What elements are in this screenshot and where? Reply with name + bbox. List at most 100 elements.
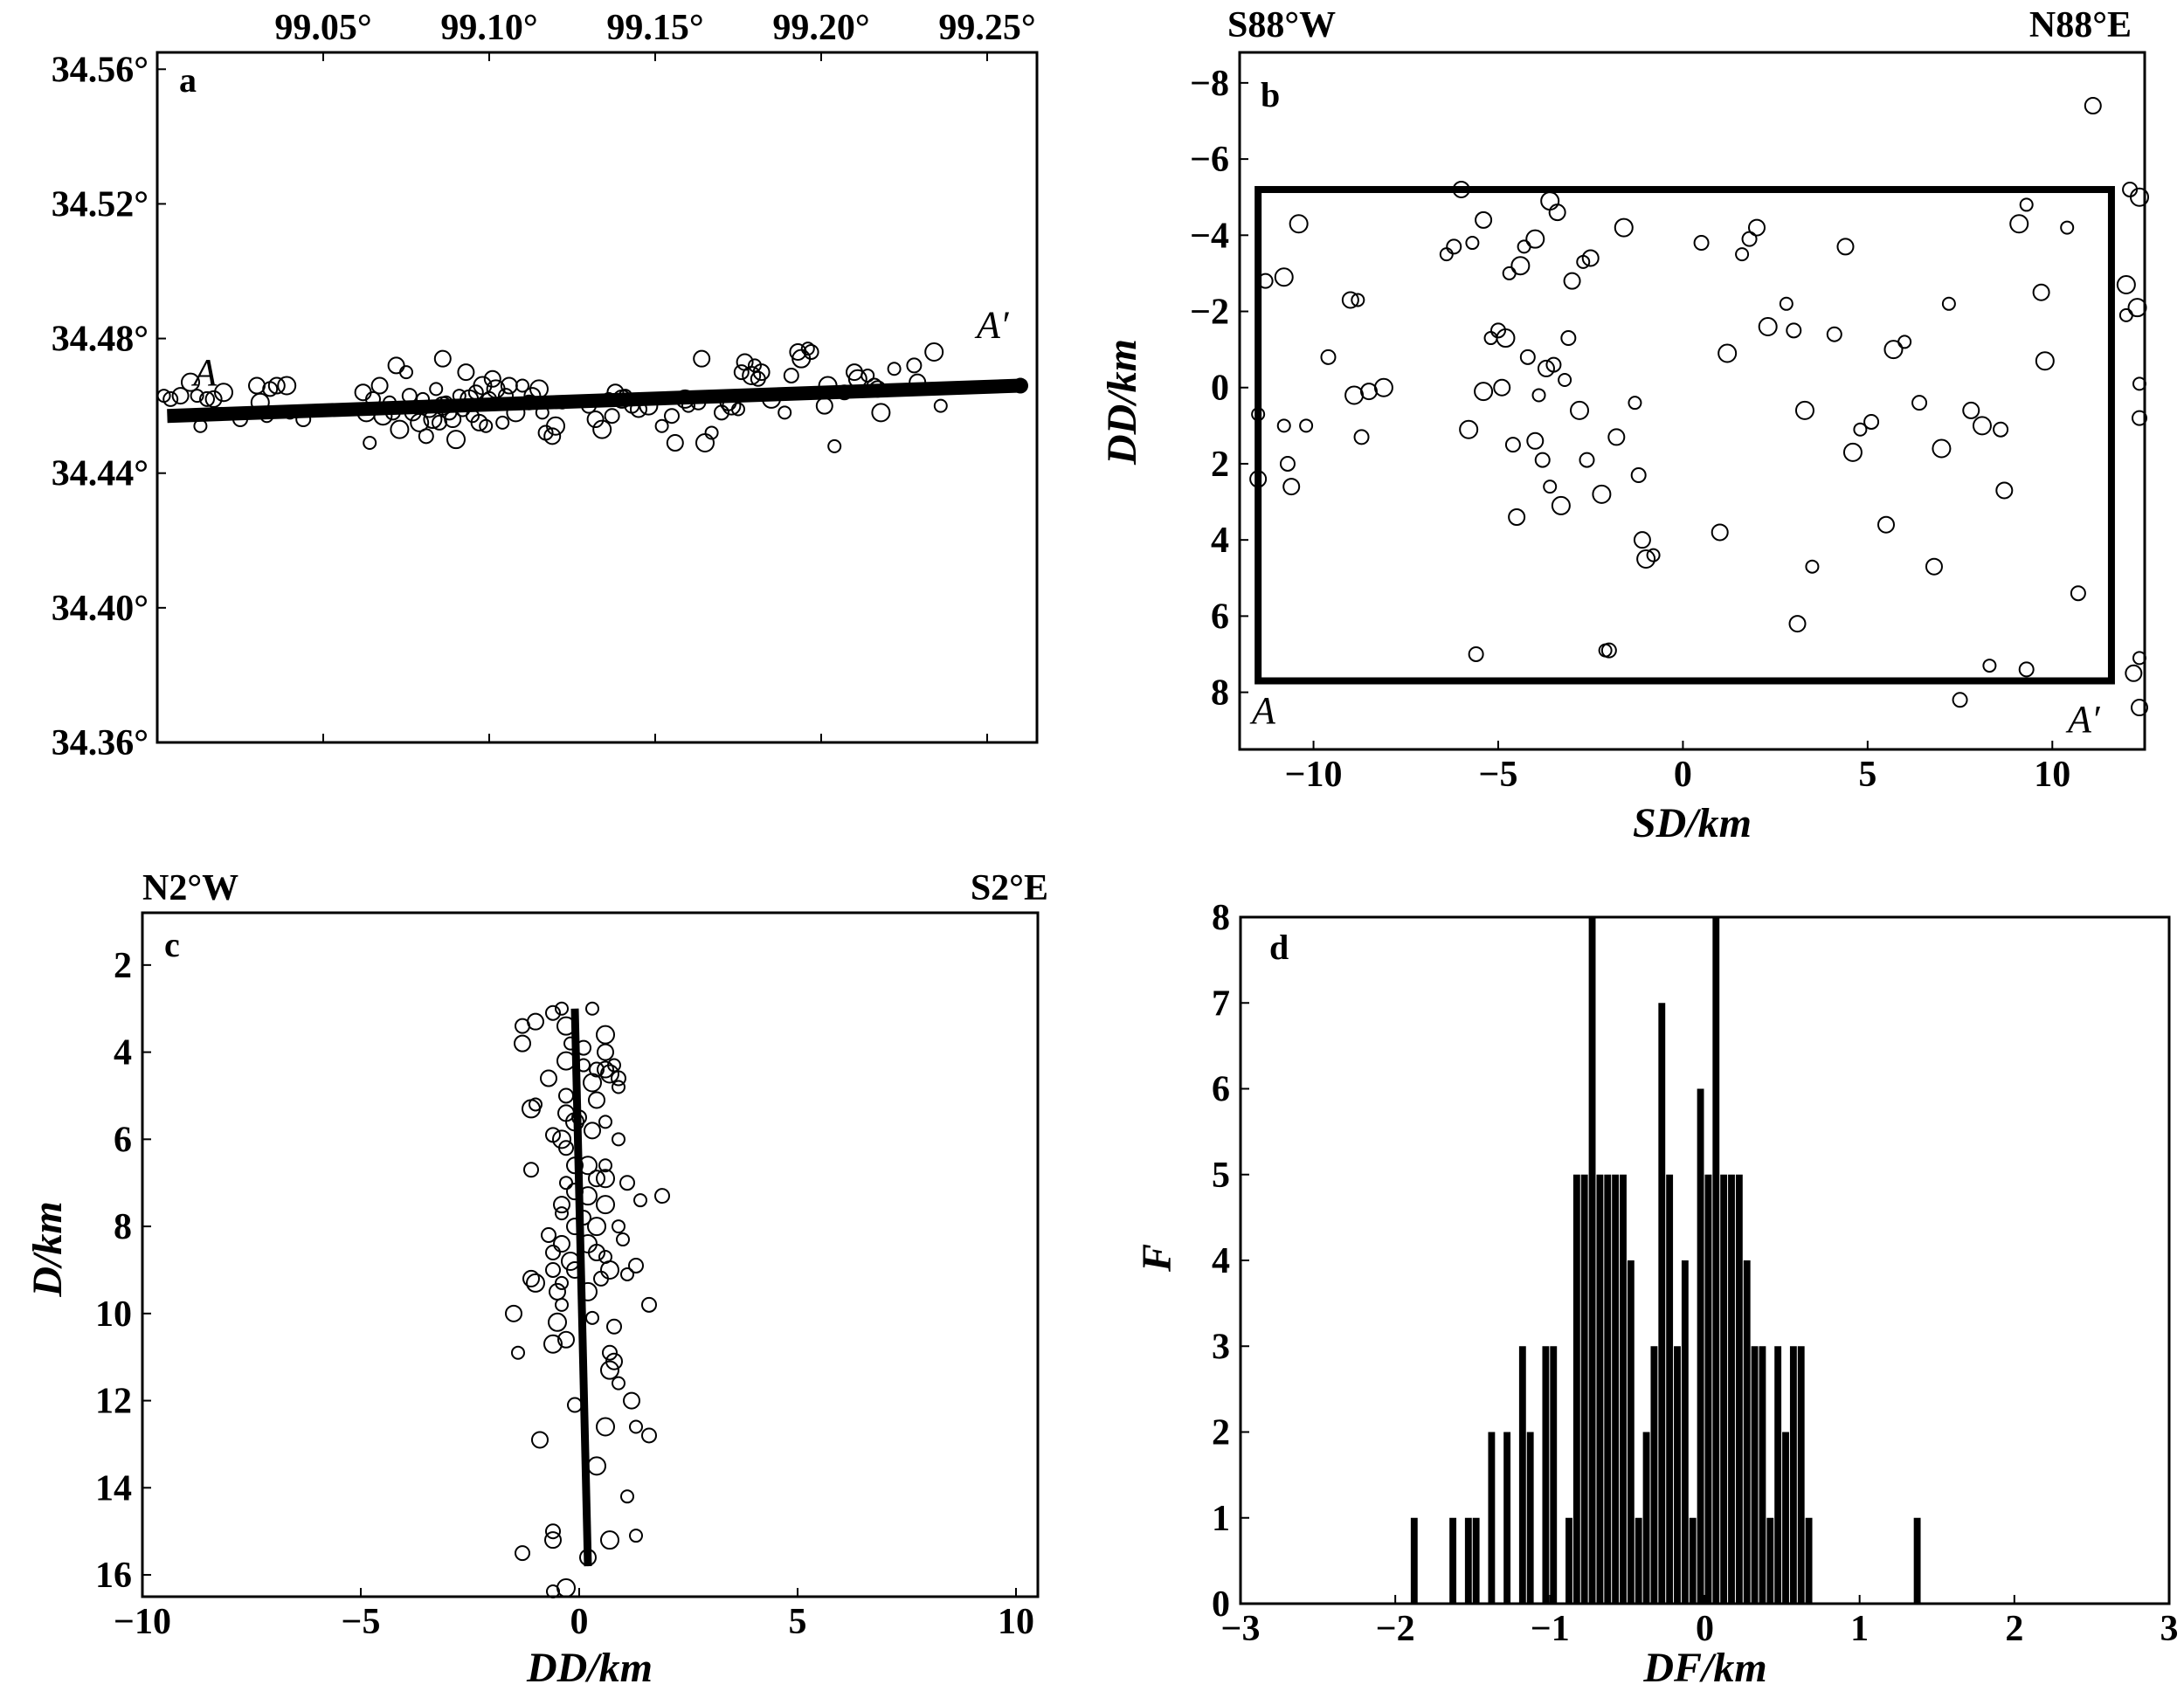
panel-b-event [1251, 407, 1266, 422]
panel-a-event [733, 364, 750, 381]
panel-c-event [607, 1058, 621, 1073]
panel-c-event [587, 1456, 606, 1476]
panel-d-x-tick-label: 0 [1696, 1609, 1714, 1649]
panel-d-bar [1697, 1088, 1704, 1604]
panel-c-y-tick-label: 14 [95, 1468, 132, 1508]
panel-c-event [545, 1523, 561, 1540]
panel-d-y-tick-label: 5 [1212, 1156, 1230, 1196]
panel-c-event [561, 1251, 580, 1271]
panel-c-event [612, 1080, 625, 1094]
panel-c-event [597, 1043, 614, 1061]
panel-b-event [1863, 413, 1880, 430]
panel-b-event [1551, 495, 1571, 515]
panel-a-event [214, 383, 233, 403]
panel-b-event [1459, 419, 1479, 439]
panel-a-event [664, 408, 680, 424]
panel-b-event [1465, 236, 1480, 251]
panel-d-bar [1789, 1346, 1797, 1604]
panel-b-event [1468, 645, 1484, 662]
panel-b-event [1897, 335, 1912, 349]
panel-d-bar [1604, 1174, 1612, 1604]
panel-b-event [1883, 340, 1904, 360]
panel-b-event [1531, 388, 1546, 403]
panel-a-event [800, 342, 815, 356]
panel-d-bar [1782, 1432, 1789, 1604]
panel-b-xlabel: SD/km [1633, 800, 1752, 846]
panel-d-bar [1572, 1174, 1580, 1604]
panel-c-event [641, 1427, 657, 1444]
panel-b-event [1548, 204, 1566, 222]
panel-a-left-tick-label: 34.44° [52, 454, 149, 494]
panel-d-x-tick-label: 2 [2005, 1609, 2023, 1649]
panel-a-event [666, 434, 684, 452]
panel-a-event [704, 425, 719, 440]
panel-c-event [511, 1345, 525, 1360]
panel-d-bar [1488, 1432, 1496, 1604]
panel-b-event [1341, 291, 1359, 309]
panel-d-bar [1704, 1174, 1712, 1604]
panel-b-x-tick-label: −5 [1479, 755, 1518, 795]
panel-c-right-direction: S2°E [971, 868, 1048, 908]
panel-a-event [162, 390, 179, 407]
panel-d-bar [1751, 1346, 1759, 1604]
panel-b-event [1581, 249, 1600, 267]
panel-c-event [585, 1001, 599, 1016]
panel-c-event [616, 1232, 630, 1247]
panel-b-event [1972, 416, 1992, 436]
panel-d-bar [1410, 1517, 1418, 1604]
panel-b-event [1517, 239, 1531, 254]
panel-d-bar [1689, 1517, 1697, 1604]
panel-b-x-tick-label: 5 [1858, 755, 1876, 795]
panel-b-event [2125, 664, 2143, 682]
panel-d-bar [1650, 1346, 1658, 1604]
panel-b-event [2118, 307, 2133, 322]
panel-b-event [1600, 642, 1617, 659]
panel-b-event [1952, 692, 1968, 708]
panel-c-event [641, 1296, 657, 1313]
panel-a-event [171, 387, 190, 405]
panel-d-bar [1464, 1517, 1472, 1604]
panel-c-xlabel: DD/km [526, 1645, 653, 1691]
panel-c-event [606, 1318, 622, 1335]
panel-c-event [557, 1330, 575, 1349]
panel-c-y-tick-label: 16 [95, 1556, 132, 1596]
panel-a-event [181, 372, 200, 392]
panel-a-event [515, 378, 529, 393]
panel-d-x-tick-label: −1 [1531, 1609, 1570, 1649]
panel-c-event [555, 1206, 569, 1221]
panel-b-x-tick-label: 10 [2034, 755, 2070, 795]
panel-a-event [470, 413, 488, 431]
panel-b-points [1249, 97, 2149, 717]
panel-a-event [354, 383, 372, 402]
panel-a-event [390, 419, 410, 439]
panel-c-event [555, 1297, 569, 1312]
panel-b-event [1786, 322, 1802, 339]
panel-d-x-tick-label: 3 [2160, 1609, 2179, 1649]
panel-b-event [2032, 283, 2050, 301]
panel-a-top-tick-label: 99.05° [274, 8, 371, 48]
panel-b-corner-label-a-prime: A′ [2065, 698, 2101, 741]
panel-b-event [1794, 400, 1814, 420]
panel-d-x-tick-label: −2 [1376, 1609, 1415, 1649]
panel-b-event [1607, 428, 1626, 446]
panel-c-event [612, 1376, 625, 1391]
panel-c-event [583, 1073, 602, 1093]
panel-c-event [597, 1060, 614, 1079]
panel-a-event [543, 427, 562, 445]
panel-a-event [483, 369, 501, 388]
panel-c-event [598, 1158, 612, 1173]
panel-c-event [556, 1578, 576, 1598]
panel-b-event [1748, 218, 1766, 237]
panel-b-event [1779, 296, 1794, 311]
panel-b-event [1758, 316, 1778, 336]
panel-b-event [2035, 351, 2055, 371]
panel-b-event [1493, 378, 1511, 397]
panel-a-map: a 99.05° 99.10° 99.15° 99.20° 99.25° 34.56° 34… [52, 8, 1039, 763]
panel-d-bar [1774, 1346, 1782, 1604]
panel-c-event [600, 1260, 619, 1280]
panel-d-bar [1674, 1346, 1681, 1604]
panel-a-event [887, 362, 902, 376]
panel-c-event [544, 1531, 562, 1550]
panel-a-event [495, 415, 510, 430]
